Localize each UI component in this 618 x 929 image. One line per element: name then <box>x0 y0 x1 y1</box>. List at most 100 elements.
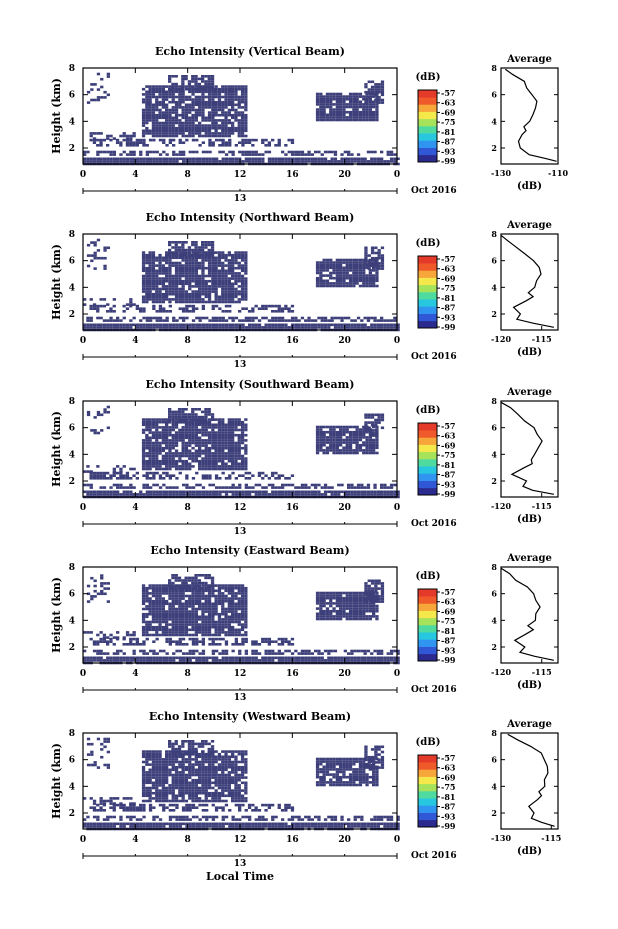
echo-cell <box>96 326 100 329</box>
echo-cell <box>148 298 152 301</box>
echo-cell <box>214 108 218 112</box>
echo-cell <box>174 116 179 120</box>
echo-cell <box>267 477 271 480</box>
echo-cell <box>373 493 377 496</box>
echo-cell <box>165 589 169 593</box>
echo-cell <box>284 157 288 161</box>
echo-cell <box>197 248 201 252</box>
echo-cell <box>90 88 94 91</box>
echo-cell <box>362 103 366 106</box>
echo-cell <box>372 266 376 270</box>
echo-cell <box>139 326 143 329</box>
echo-cell <box>191 441 195 445</box>
echo-cell <box>389 652 394 655</box>
echo-cell <box>329 105 333 109</box>
echo-cell <box>315 276 320 280</box>
echo-cell <box>204 446 208 450</box>
echo-cell <box>207 75 211 78</box>
echo-cell <box>343 659 347 662</box>
echo-cell <box>393 656 397 660</box>
echo-cell <box>178 323 182 327</box>
echo-cell <box>317 160 321 163</box>
echo-cell <box>161 87 165 91</box>
echo-cell <box>376 160 380 163</box>
echo-cell <box>158 649 163 653</box>
echo-cell <box>304 157 308 161</box>
echo-cell <box>337 326 341 329</box>
echo-cell <box>323 490 328 494</box>
echo-cell <box>96 633 100 637</box>
echo-cell <box>161 103 165 107</box>
echo-cell <box>317 150 321 154</box>
echo-cell <box>96 153 100 156</box>
echo-cell <box>148 597 152 600</box>
echo-cell <box>224 326 229 329</box>
echo-cell <box>168 490 173 494</box>
echo-cell <box>201 433 205 437</box>
echo-cell <box>373 319 377 322</box>
echo-cell <box>362 105 366 109</box>
echo-cell <box>383 490 387 494</box>
echo-cell <box>234 126 238 130</box>
echo-cell <box>162 326 166 329</box>
echo-cell <box>158 111 162 114</box>
echo-cell <box>332 438 336 442</box>
echo-cell <box>168 446 172 450</box>
echo-cell <box>132 659 136 662</box>
echo-cell <box>210 254 215 257</box>
echo-cell <box>244 490 248 494</box>
echo-cell <box>215 160 219 163</box>
echo-cell <box>158 594 162 598</box>
echo-cell <box>184 459 189 463</box>
echo-cell <box>214 304 219 308</box>
echo-cell <box>116 323 120 327</box>
echo-cell <box>201 277 205 280</box>
echo-cell <box>174 272 179 275</box>
echo-cell <box>145 444 149 447</box>
echo-cell <box>360 157 364 161</box>
echo-cell <box>221 457 225 460</box>
echo-cell <box>237 449 241 453</box>
echo-cell <box>158 90 162 94</box>
echo-cell <box>142 486 146 489</box>
echo-cell <box>122 659 126 662</box>
echo-cell <box>195 160 199 163</box>
echo-cell <box>198 326 202 329</box>
echo-cell <box>347 659 351 662</box>
echo-cell <box>248 157 252 161</box>
echo-cell <box>165 326 169 329</box>
echo-cell <box>112 474 116 477</box>
echo-cell <box>175 319 179 322</box>
echo-cell <box>89 323 93 327</box>
echo-cell <box>148 90 152 94</box>
echo-cell <box>343 323 347 327</box>
echo-cell <box>191 326 196 329</box>
echo-cell <box>191 274 195 278</box>
echo-cell <box>217 103 222 107</box>
echo-cell <box>227 428 231 432</box>
echo-cell <box>224 279 228 283</box>
echo-cell <box>168 631 172 634</box>
echo-cell <box>380 264 385 268</box>
echo-cell <box>86 90 91 94</box>
echo-cell <box>231 300 235 304</box>
echo-cell <box>141 290 146 293</box>
echo-cell <box>152 150 156 154</box>
echo-cell <box>174 82 178 86</box>
echo-cell <box>148 95 152 99</box>
echo-cell <box>145 439 149 442</box>
x-tick-label: 4 <box>132 336 138 346</box>
echo-cell <box>228 486 232 489</box>
echo-cell <box>237 436 241 440</box>
echo-cell <box>145 454 149 458</box>
echo-cell <box>165 465 169 468</box>
echo-cell <box>188 298 192 301</box>
echo-cell <box>339 284 343 288</box>
echo-cell <box>319 108 323 111</box>
echo-cell <box>323 649 328 653</box>
echo-cell <box>218 326 222 329</box>
echo-cell <box>329 97 333 101</box>
echo-cell <box>339 438 343 442</box>
echo-cell <box>177 246 182 249</box>
echo-cell <box>244 319 248 322</box>
